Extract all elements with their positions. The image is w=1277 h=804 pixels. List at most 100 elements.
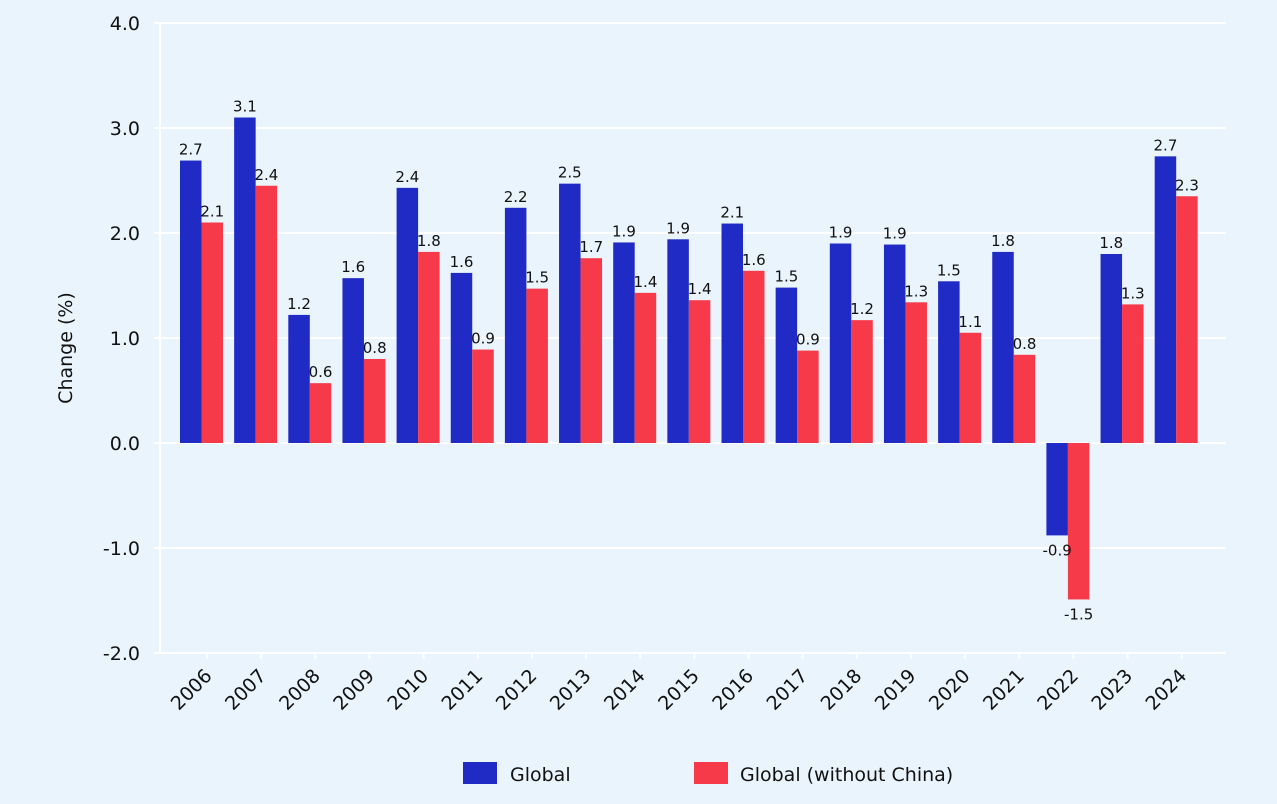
x-tick-label: 2007 xyxy=(221,665,271,715)
y-axis-label: Change (%) xyxy=(55,292,77,404)
bar-global-2019 xyxy=(883,244,906,443)
bar-global-2013 xyxy=(559,183,581,443)
bar-global-2007 xyxy=(234,117,256,443)
x-tick-label: 2020 xyxy=(925,665,975,715)
bar-global-without-china-2023 xyxy=(1122,304,1144,443)
x-tick-label: 2015 xyxy=(654,665,704,715)
x-tick-label: 2021 xyxy=(979,665,1029,715)
bars xyxy=(180,117,1198,600)
x-tick-label: 2006 xyxy=(167,665,217,715)
data-label: 1.8 xyxy=(1099,234,1123,252)
x-tick-label: 2008 xyxy=(275,665,325,715)
bar-global-without-china-2015 xyxy=(688,300,711,443)
y-tick-label: 3.0 xyxy=(110,118,140,140)
bar-global-2006 xyxy=(180,160,202,444)
y-tick-label: -2.0 xyxy=(103,643,140,665)
x-tick-label: 2014 xyxy=(600,665,650,715)
bar-global-2011 xyxy=(450,272,473,443)
bar-global-without-china-2020 xyxy=(959,332,982,443)
bar-global-2022 xyxy=(1046,443,1068,536)
bar-global-2023 xyxy=(1100,254,1123,443)
data-label: 0.8 xyxy=(1013,335,1037,353)
data-label: 2.3 xyxy=(1175,176,1199,194)
bar-global-without-china-2016 xyxy=(743,270,765,443)
y-tick-label: -1.0 xyxy=(103,538,140,560)
legend-swatch-global-without-china xyxy=(694,762,728,784)
data-label: 1.5 xyxy=(774,268,798,286)
x-tick-label: 2023 xyxy=(1087,665,1137,715)
data-label: 1.6 xyxy=(450,253,474,271)
bar-global-without-china-2018 xyxy=(851,320,873,443)
data-label: 1.8 xyxy=(991,232,1015,250)
data-label: 2.7 xyxy=(1154,136,1178,154)
data-label: 0.8 xyxy=(363,339,387,357)
bar-global-2021 xyxy=(992,251,1014,443)
y-tick-label: 4.0 xyxy=(110,13,140,35)
bar-global-2020 xyxy=(938,281,960,443)
data-label: 1.9 xyxy=(883,225,907,243)
bar-global-without-china-2011 xyxy=(472,349,494,443)
bar-global-without-china-2008 xyxy=(309,383,332,443)
data-label: 1.8 xyxy=(417,232,441,250)
bar-global-without-china-2007 xyxy=(255,185,278,443)
x-tick-label: 2013 xyxy=(546,665,596,715)
data-label: 1.9 xyxy=(612,222,636,240)
x-tick-label: 2019 xyxy=(871,665,921,715)
legend-swatch-global xyxy=(463,762,497,784)
data-label: 1.5 xyxy=(525,269,549,287)
x-tick-label: 2022 xyxy=(1033,665,1083,715)
data-label: 1.4 xyxy=(634,273,658,291)
data-label: 2.4 xyxy=(395,168,419,186)
data-label: 1.2 xyxy=(287,295,311,313)
data-label: 1.1 xyxy=(958,313,982,331)
bar-global-without-china-2019 xyxy=(905,302,927,443)
bar-global-without-china-2014 xyxy=(634,292,657,443)
data-label: 1.4 xyxy=(688,280,712,298)
data-label: 1.9 xyxy=(666,219,690,237)
x-tick-label: 2017 xyxy=(762,665,812,715)
y-tick-label: 1.0 xyxy=(110,328,140,350)
legend-label-global: Global xyxy=(510,764,571,786)
legend-label-global-without-china: Global (without China) xyxy=(740,764,953,786)
data-label: 0.6 xyxy=(309,363,333,381)
data-labels: 2.7 2.1 3.1 2.4 1.2 0.6 1.6 0.8 2.4 1.8 1.6 0.9 2.2 1… xyxy=(179,98,1199,624)
data-label: 2.1 xyxy=(200,203,224,221)
bar-global-without-china-2024 xyxy=(1176,196,1198,443)
data-label: 0.9 xyxy=(796,331,820,349)
data-label: 1.3 xyxy=(904,282,928,300)
x-tick-label: 2009 xyxy=(329,665,379,715)
data-label: 1.6 xyxy=(341,258,365,276)
bar-global-2008 xyxy=(288,314,310,443)
bar-global-2024 xyxy=(1154,156,1177,443)
bar-global-2010 xyxy=(396,187,419,443)
data-label: 2.4 xyxy=(254,166,278,184)
bar-global-2016 xyxy=(721,223,743,443)
data-label: 1.2 xyxy=(850,300,874,318)
x-tick-label: 2010 xyxy=(383,665,433,715)
data-label: 2.2 xyxy=(504,188,528,206)
bar-global-2009 xyxy=(342,278,364,443)
data-label: -1.5 xyxy=(1064,605,1093,623)
data-label: 3.1 xyxy=(233,98,257,116)
data-label: 1.7 xyxy=(579,238,603,256)
bar-global-2015 xyxy=(667,239,689,443)
data-label: 2.5 xyxy=(558,164,582,182)
bar-global-without-china-2017 xyxy=(797,350,819,443)
x-tick-label: 2024 xyxy=(1141,665,1191,715)
data-label: 0.9 xyxy=(471,330,495,348)
bar-global-2018 xyxy=(829,243,852,443)
bar-global-without-china-2013 xyxy=(580,258,603,443)
y-tick-label: 2.0 xyxy=(110,223,140,245)
data-label: -0.9 xyxy=(1043,541,1072,559)
data-label: 1.3 xyxy=(1121,284,1145,302)
y-tick-label: 0.0 xyxy=(110,433,140,455)
bar-global-2012 xyxy=(504,207,527,443)
bar-global-without-china-2012 xyxy=(526,288,548,443)
data-label: 2.1 xyxy=(720,204,744,222)
data-label: 1.5 xyxy=(937,261,961,279)
legend: Global Global (without China) xyxy=(463,762,953,786)
x-tick-label: 2011 xyxy=(438,665,488,715)
x-tick-label: 2012 xyxy=(492,665,542,715)
